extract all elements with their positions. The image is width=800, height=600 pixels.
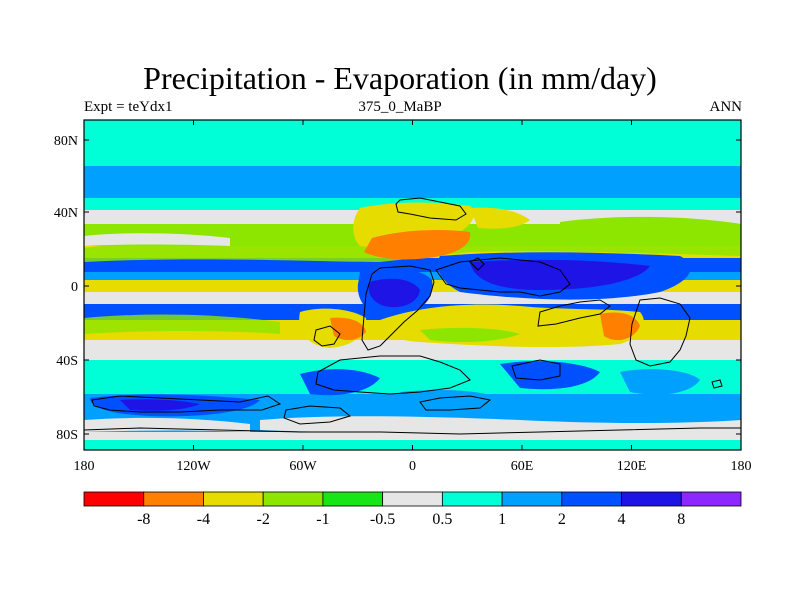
colorbar-swatch	[143, 491, 204, 507]
y-tick-label: 80N	[54, 134, 78, 149]
colorbar-label: -2	[257, 511, 270, 528]
precipitation-field	[84, 120, 741, 450]
colorbar-swatch	[262, 491, 324, 507]
x-tick-label: 180	[74, 459, 95, 474]
time-period-label: 375_0_MaBP	[358, 99, 442, 115]
colorbar-label: -1	[316, 511, 329, 528]
x-tick-label: 0	[409, 459, 416, 474]
colorbar-swatch	[203, 491, 264, 507]
x-tick-label: 180	[731, 459, 752, 474]
colorbar: -8 -4 -2 -1 -0.5 0.5 1 2 4 8	[83, 491, 742, 528]
y-tick-label: 80S	[56, 428, 78, 443]
colorbar-label: 4	[618, 511, 626, 528]
colorbar-swatch	[501, 491, 563, 507]
x-tick-label: 60E	[511, 459, 534, 474]
colorbar-swatch	[441, 491, 503, 507]
x-tick-label: 120W	[176, 459, 211, 474]
colorbar-label: -8	[137, 511, 150, 528]
experiment-label: Expt = teYdx1	[84, 99, 173, 115]
colorbar-label: 8	[677, 511, 685, 528]
season-label: ANN	[709, 99, 743, 115]
colorbar-label: -0.5	[370, 511, 395, 528]
y-tick-label: 0	[71, 280, 78, 295]
colorbar-swatch	[83, 491, 145, 507]
longitude-axis: 180 120W 60W 0 60E 120E 180	[74, 120, 752, 474]
colorbar-label: -4	[197, 511, 210, 528]
colorbar-swatch	[561, 491, 622, 507]
colorbar-label: 0.5	[432, 511, 452, 528]
colorbar-swatch	[382, 491, 443, 507]
y-tick-label: 40S	[56, 354, 78, 369]
continent-outlines	[84, 197, 741, 435]
colorbar-swatch	[322, 491, 384, 507]
latitude-axis: 80N 40N 0 40S 80S	[54, 134, 741, 443]
colorbar-swatch	[680, 491, 742, 507]
colorbar-label: 1	[498, 511, 506, 528]
map-title: Precipitation - Evaporation (in mm/day)	[143, 60, 657, 96]
colorbar-label: 2	[558, 511, 566, 528]
x-tick-label: 60W	[289, 459, 317, 474]
colorbar-swatch	[621, 491, 682, 507]
y-tick-label: 40N	[54, 206, 78, 221]
x-tick-label: 120E	[617, 459, 647, 474]
